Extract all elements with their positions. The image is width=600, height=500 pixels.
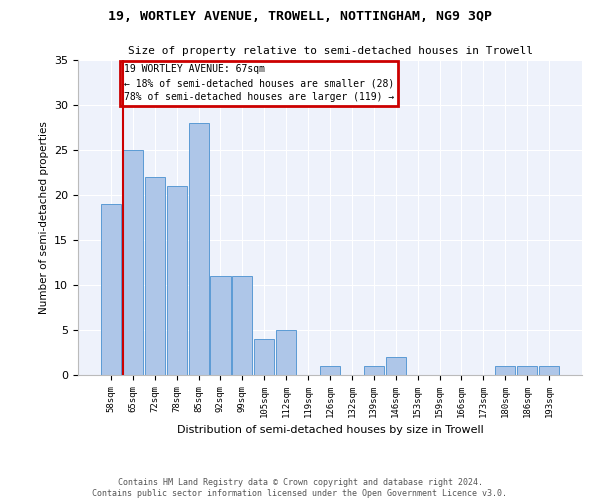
Bar (495, 366, 515, 375)
Bar (539, 366, 559, 375)
Bar (517, 366, 537, 375)
Bar (232, 276, 253, 375)
Bar (188, 123, 209, 375)
Y-axis label: Number of semi-detached properties: Number of semi-detached properties (38, 121, 49, 314)
Text: 19, WORTLEY AVENUE, TROWELL, NOTTINGHAM, NG9 3QP: 19, WORTLEY AVENUE, TROWELL, NOTTINGHAM,… (108, 10, 492, 23)
Bar (123, 150, 143, 375)
Bar (386, 357, 406, 375)
Bar (167, 186, 187, 375)
Bar (101, 204, 121, 375)
Bar (211, 276, 230, 375)
Bar (320, 366, 340, 375)
Text: 19 WORTLEY AVENUE: 67sqm
← 18% of semi-detached houses are smaller (28)
78% of s: 19 WORTLEY AVENUE: 67sqm ← 18% of semi-d… (124, 64, 394, 102)
Bar (145, 177, 165, 375)
Title: Size of property relative to semi-detached houses in Trowell: Size of property relative to semi-detach… (128, 46, 533, 56)
Bar (254, 339, 274, 375)
Bar (364, 366, 384, 375)
Text: Contains HM Land Registry data © Crown copyright and database right 2024.
Contai: Contains HM Land Registry data © Crown c… (92, 478, 508, 498)
X-axis label: Distribution of semi-detached houses by size in Trowell: Distribution of semi-detached houses by … (176, 426, 484, 436)
Bar (276, 330, 296, 375)
